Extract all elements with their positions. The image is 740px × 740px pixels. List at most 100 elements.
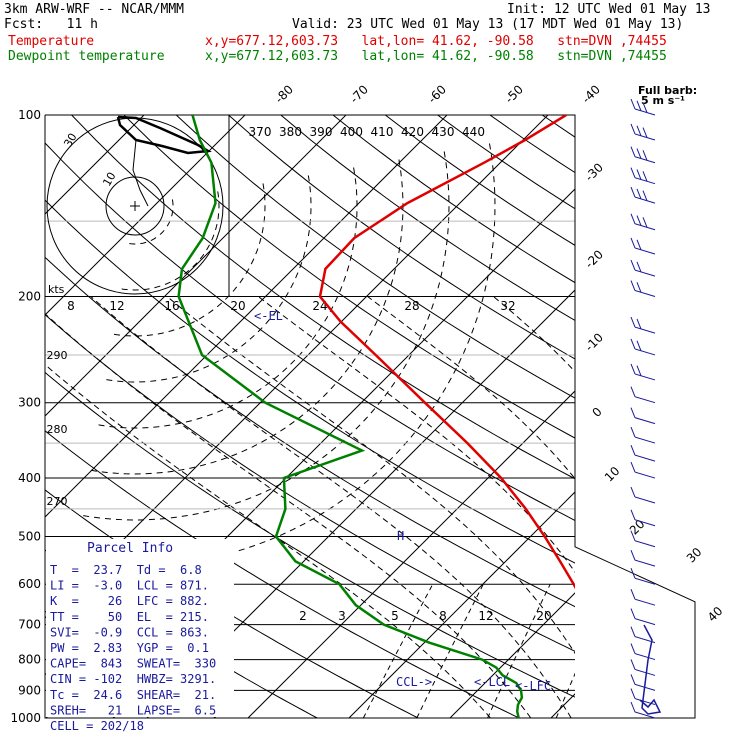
- pressure-tick-label: 600: [18, 577, 41, 591]
- parcel-info-row: T = 23.7 Td = 6.8: [50, 563, 202, 577]
- wind-barb-flag: [630, 186, 636, 198]
- mixing-ratio-line: [618, 584, 673, 718]
- wind-barb: [634, 454, 656, 462]
- isotherm-line: [45, 115, 448, 518]
- wind-barb-flag: [630, 486, 636, 498]
- hodograph-speed-ring: [112, 183, 266, 337]
- isotherm-label: -50: [502, 82, 526, 106]
- isotherm-label: 0: [590, 405, 605, 420]
- mixing-ratio-line: [700, 584, 740, 718]
- el-marker: <-EL: [254, 309, 283, 323]
- wind-barb: [634, 519, 656, 527]
- wind-barb-flag: [636, 261, 642, 273]
- model-title: 3km ARW-WRF -- NCAR/MMM: [4, 2, 185, 17]
- parcel-info-row: CAPE= 843 SWEAT= 330: [50, 657, 216, 671]
- isotherm-label: -40: [579, 82, 603, 106]
- lpl-marker: H: [397, 529, 404, 543]
- wind-barb: [634, 196, 656, 204]
- wind-barb: [634, 559, 656, 567]
- wind-barb-flag: [630, 643, 636, 654]
- parcel-info-row: Tc = 24.6 SHEAR= 21.: [50, 688, 216, 702]
- wind-barb-flag: [642, 190, 648, 201]
- temperature-location: x,y=677.12,603.73 lat,lon= 41.62, -90.58…: [205, 34, 667, 49]
- isotherm-line: [247, 390, 575, 718]
- wind-barb: [634, 373, 656, 381]
- wind-barb-flag: [630, 530, 636, 541]
- isotherm-label: -10: [582, 330, 606, 354]
- parcel-info-row: PW = 2.83 YGP = 0.1: [50, 641, 209, 655]
- wind-barb-flag: [630, 426, 636, 438]
- hodograph-speed-label: 12: [109, 299, 124, 313]
- dewpoint-location: x,y=677.12,603.73 lat,lon= 41.62, -90.58…: [205, 49, 667, 64]
- wind-barb: [634, 223, 656, 231]
- isotherm-line: [45, 115, 246, 316]
- temperature-legend: Temperature: [8, 34, 95, 49]
- wind-barb: [634, 156, 656, 164]
- wind-barb: [634, 711, 656, 719]
- moist-adiabat-line: [367, 296, 575, 480]
- wind-barb-flag: [630, 123, 636, 135]
- wind-barb: [634, 133, 656, 141]
- lfc-marker: <-LFC: [515, 679, 551, 693]
- isotherm-line: [449, 592, 575, 718]
- wind-barb-flag: [630, 363, 636, 375]
- wind-barb-flag: [642, 171, 648, 182]
- hodograph-speed-label: 8: [67, 299, 75, 313]
- mixing-ratio-line: [487, 583, 551, 718]
- pressure-tick-label: 400: [18, 471, 41, 485]
- dry-adiabat-line: [647, 115, 740, 718]
- parcel-info-panel: [46, 539, 234, 717]
- dry-adiabat-line: [280, 115, 575, 322]
- hodograph-units: kts: [48, 283, 65, 296]
- potential-temperature-label: 280: [47, 423, 68, 436]
- wind-barb-flag: [630, 659, 636, 670]
- isotherm-label: -60: [425, 82, 449, 106]
- wind-barb-flag: [630, 146, 636, 157]
- pressure-tick-label: 900: [18, 683, 41, 697]
- wind-barb-flag: [636, 282, 642, 293]
- wind-barb: [634, 471, 656, 479]
- mixing-ratio-label: 20: [536, 609, 551, 623]
- forecast-hour: Fcst: 11 h: [4, 17, 98, 32]
- hodograph-speed-ring: [88, 159, 404, 475]
- pressure-tick-label: 300: [18, 396, 41, 410]
- wind-barb-flag: [636, 188, 642, 200]
- pressure-tick-label: 700: [18, 618, 41, 632]
- hodograph-speed-ring: [128, 199, 174, 245]
- init-time: Init: 12 UTC Wed 01 May 13: [507, 2, 711, 17]
- potential-temperature-label: 410: [371, 125, 394, 139]
- potential-temperature-label: 290: [47, 349, 68, 362]
- wind-barb-flag: [636, 148, 642, 159]
- mixing-ratio-line: [416, 583, 484, 718]
- wind-barb-flag: [630, 280, 636, 291]
- parcel-info-row: K = 26 LFC = 882.: [50, 594, 209, 608]
- wind-barb-flag: [630, 98, 636, 110]
- wind-barb: [634, 177, 656, 185]
- wind-barb-flag: [642, 127, 648, 138]
- wind-barb-flag: [630, 386, 636, 397]
- wind-barb: [634, 653, 656, 661]
- wind-barb: [634, 396, 656, 404]
- pressure-tick-label: 1000: [10, 711, 41, 725]
- isotherm-line: [348, 491, 575, 718]
- wind-barb-flag: [630, 674, 636, 685]
- mixing-ratio-label: 2: [299, 609, 307, 623]
- low-level-wind-cluster: [639, 624, 662, 715]
- dry-adiabat-line: [228, 115, 575, 360]
- mixing-ratio-label: 12: [478, 609, 493, 623]
- wind-barb: [634, 577, 656, 585]
- wind-barb-flag: [630, 688, 636, 699]
- wind-barb-flag: [630, 213, 636, 224]
- hodograph-trace-tail: [132, 139, 149, 207]
- isotherm-label: -30: [582, 160, 606, 184]
- dewpoint-legend: Dewpoint temperature: [8, 49, 165, 64]
- dewpoint-profile: [177, 115, 524, 718]
- wind-barb-flag: [630, 509, 636, 520]
- wind-barb-flag: [636, 100, 642, 111]
- wind-barb-flag: [630, 237, 636, 249]
- wind-barb-flag: [630, 338, 636, 350]
- wind-barb: [634, 290, 656, 298]
- mixing-ratio-line: [362, 583, 434, 718]
- parcel-info-row: LI = -3.0 LCL = 871.: [50, 579, 209, 593]
- hodograph-speed-label: 28: [404, 299, 419, 313]
